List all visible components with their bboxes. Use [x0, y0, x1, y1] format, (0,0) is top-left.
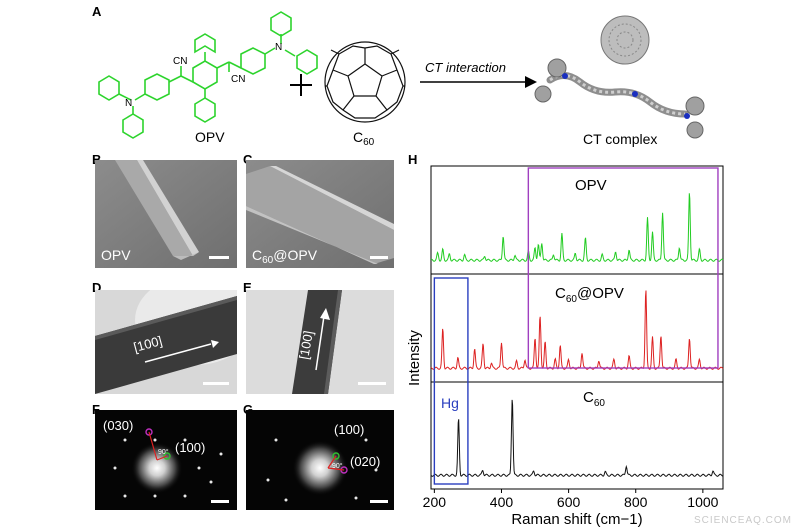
panel-label-g: G — [243, 402, 254, 417]
saed-f-100: (100) — [175, 440, 205, 455]
ct-arrow-label: CT interaction — [425, 60, 506, 75]
raman-chart: 200 400 600 800 1000 Hg OPV C60@OPV C60 Inte… — [406, 165, 724, 528]
sem-image-opv: OPV — [95, 160, 237, 268]
hg-annotation: Hg — [441, 395, 459, 411]
c60-caption: C60 — [353, 129, 375, 148]
sem-b-label: OPV — [101, 247, 131, 263]
saed-pattern-g: 90° (100) (020) — [246, 410, 394, 510]
x-tick-label: 400 — [490, 494, 514, 510]
series-label-opv: OPV — [575, 177, 607, 194]
c60-fullerene-drawing — [324, 41, 406, 123]
scale-bar-f — [211, 500, 229, 503]
x-tick-label: 200 — [423, 494, 447, 510]
series-label-c60-opv: C60@OPV — [555, 285, 624, 305]
scale-bar-c — [370, 256, 388, 259]
opv-cn-right: CN — [231, 74, 245, 85]
saed-f-030: (030) — [103, 418, 133, 433]
panel-label-a: A — [92, 4, 102, 19]
x-tick-label: 1000 — [687, 494, 718, 510]
panel-label-c: C — [243, 152, 253, 167]
ct-complex-drawing — [534, 15, 705, 139]
plus-icon — [290, 74, 312, 96]
tick-layer: 200 400 600 800 1000 — [423, 489, 719, 510]
scale-bar-d — [203, 382, 229, 385]
tem-image-e: [100] — [246, 290, 394, 394]
opv-cn-left: CN — [173, 56, 187, 67]
series-label-c60: C60 — [583, 389, 605, 409]
tem-d-direction: [100] — [132, 333, 164, 355]
sem-c-label: C60@OPV — [252, 247, 318, 266]
x-axis-label: Raman shift (cm−1) — [511, 511, 642, 528]
series-layer — [430, 193, 724, 477]
saed-g-angle: 90° — [332, 462, 343, 470]
panel-label-b: B — [92, 152, 102, 167]
panel-label-d: D — [92, 280, 102, 295]
reaction-scheme: N N CN CN OPV C60 CT interaction — [98, 11, 705, 148]
opv-region-box — [527, 167, 719, 369]
opv-molecule-drawing — [98, 11, 318, 139]
series-line-c60 — [430, 399, 724, 477]
scale-bar-e — [358, 382, 386, 385]
saed-pattern-f: 90° (030) (100) — [95, 410, 237, 510]
scale-bar-g — [370, 500, 388, 503]
hg-region-box — [433, 277, 469, 485]
saed-g-020: (020) — [350, 454, 380, 469]
panel-label-f: F — [92, 402, 100, 417]
tem-e-direction: [100] — [296, 329, 316, 360]
panel-label-h: H — [408, 152, 418, 167]
series-line-opv — [430, 193, 724, 262]
saed-f-angle: 90° — [158, 448, 169, 456]
x-tick-label: 600 — [557, 494, 581, 510]
y-axis-label: Intensity — [406, 330, 423, 386]
saed-g-100: (100) — [334, 422, 364, 437]
watermark: SCIENCEAQ.COM — [693, 515, 792, 526]
scale-bar-b — [209, 256, 229, 259]
sem-image-c60-opv: C60@OPV — [246, 160, 394, 268]
panel-label-e: E — [243, 280, 252, 295]
series-line-c60-opv — [430, 290, 724, 370]
chart-frame — [430, 165, 724, 490]
opv-n-right: N — [275, 42, 282, 53]
x-tick-label: 800 — [624, 494, 648, 510]
opv-caption: OPV — [195, 129, 225, 145]
opv-n-left: N — [125, 98, 132, 109]
tem-image-d: [100] — [95, 290, 237, 394]
ct-complex-caption: CT complex — [583, 131, 657, 147]
ct-arrow-icon — [420, 76, 537, 88]
